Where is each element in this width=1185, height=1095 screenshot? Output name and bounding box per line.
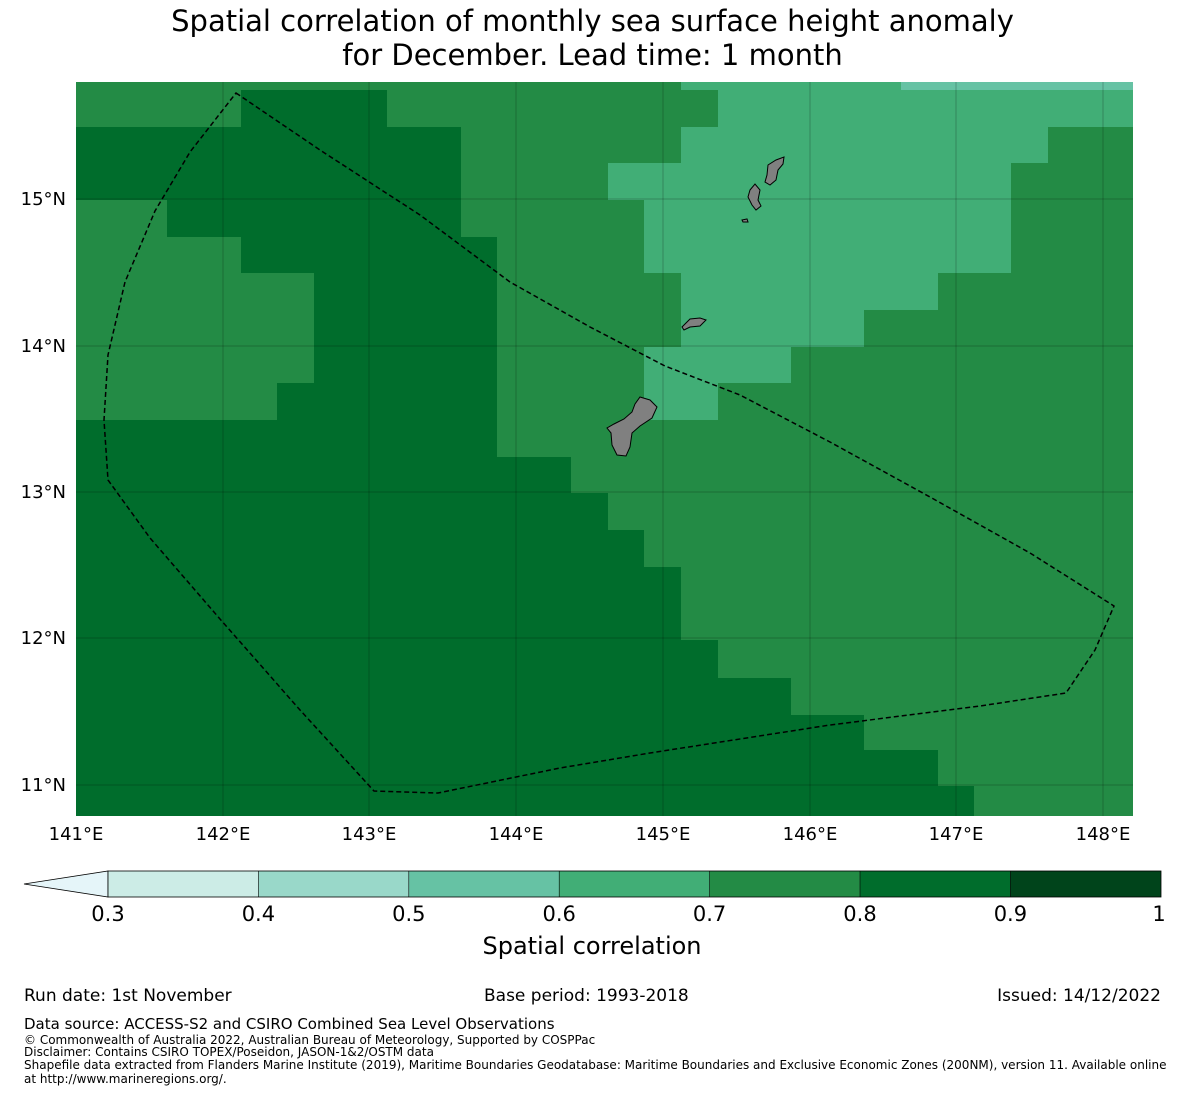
- aguijan-island: [741, 218, 749, 223]
- colorbar-segment: [408, 871, 560, 897]
- tinian-island: [747, 183, 762, 211]
- lon-tick: 142°E: [196, 824, 251, 845]
- lon-tick: 143°E: [342, 824, 397, 845]
- colorbar-tick: 0.9: [994, 902, 1027, 926]
- lat-axis-labels: 11°N 12°N 13°N 14°N 15°N: [21, 189, 66, 796]
- title-line-1: Spatial correlation of monthly sea surfa…: [171, 4, 1014, 38]
- colorbar-segment: [258, 871, 409, 897]
- issued-date: Issued: 14/12/2022: [997, 986, 1161, 1006]
- correlation-field: [76, 82, 1133, 816]
- colorbar-tick: 0.5: [392, 902, 425, 926]
- copyright: © Commonwealth of Australia 2022, Austra…: [24, 1033, 596, 1047]
- colorbar-title: Spatial correlation: [482, 932, 701, 960]
- lat-tick: 11°N: [21, 775, 66, 796]
- lon-tick: 147°E: [929, 824, 984, 845]
- lon-axis-labels: 141°E 142°E 143°E 144°E 145°E 146°E 147°…: [49, 824, 1131, 845]
- colorbar-extend-min: [23, 870, 109, 898]
- chart-title: Spatial correlation of monthly sea surfa…: [0, 4, 1185, 72]
- colorbar: 0.3 0.4 0.5 0.6 0.7 0.8 0.9 1 Spatial co…: [23, 870, 1166, 960]
- colorbar-tick: 0.4: [242, 902, 275, 926]
- lon-tick: 141°E: [49, 824, 104, 845]
- band-0.5-0.6: [901, 82, 1133, 90]
- shapefile-credit-line-1: Shapefile data extracted from Flanders M…: [24, 1058, 1167, 1072]
- gridlines: [76, 82, 1133, 816]
- correlation-map: [76, 82, 1133, 816]
- lat-tick: 15°N: [21, 189, 66, 210]
- lon-tick: 146°E: [783, 824, 838, 845]
- title-line-2: for December. Lead time: 1 month: [342, 38, 843, 72]
- lon-tick: 148°E: [1076, 824, 1131, 845]
- lat-tick: 13°N: [21, 482, 66, 503]
- lat-tick: 14°N: [21, 336, 66, 357]
- lat-tick: 12°N: [21, 628, 66, 649]
- lon-tick: 144°E: [489, 824, 544, 845]
- colorbar-segment: [559, 871, 710, 897]
- base-period: Base period: 1993-2018: [484, 986, 689, 1006]
- colorbar-segment: [709, 871, 860, 897]
- lon-tick: 145°E: [636, 824, 691, 845]
- colorbar-outline: [107, 870, 1162, 898]
- rota-island: [681, 317, 707, 331]
- colorbar-segment: [860, 871, 1011, 897]
- colorbar-tick: 0.8: [843, 902, 876, 926]
- band-0.6-0.7: [608, 82, 1133, 420]
- data-source: Data source: ACCESS-S2 and CSIRO Combine…: [24, 1015, 555, 1033]
- eez-boundary: [103, 91, 1115, 794]
- colorbar-segment: [108, 871, 259, 897]
- shapefile-credit-line-2: at http://www.marineregions.org/.: [24, 1072, 227, 1086]
- colorbar-tick: 0.3: [91, 902, 124, 926]
- saipan-island: [764, 156, 785, 186]
- land-masses: [606, 156, 785, 457]
- colorbar-tick: 0.7: [693, 902, 726, 926]
- guam-island: [606, 396, 658, 457]
- colorbar-tick: 0.6: [542, 902, 575, 926]
- run-date: Run date: 1st November: [24, 986, 232, 1006]
- disclaimer: Disclaimer: Contains CSIRO TOPEX/Poseido…: [24, 1045, 434, 1059]
- colorbar-segment: [1010, 871, 1161, 897]
- colorbar-tick: 1: [1152, 902, 1165, 926]
